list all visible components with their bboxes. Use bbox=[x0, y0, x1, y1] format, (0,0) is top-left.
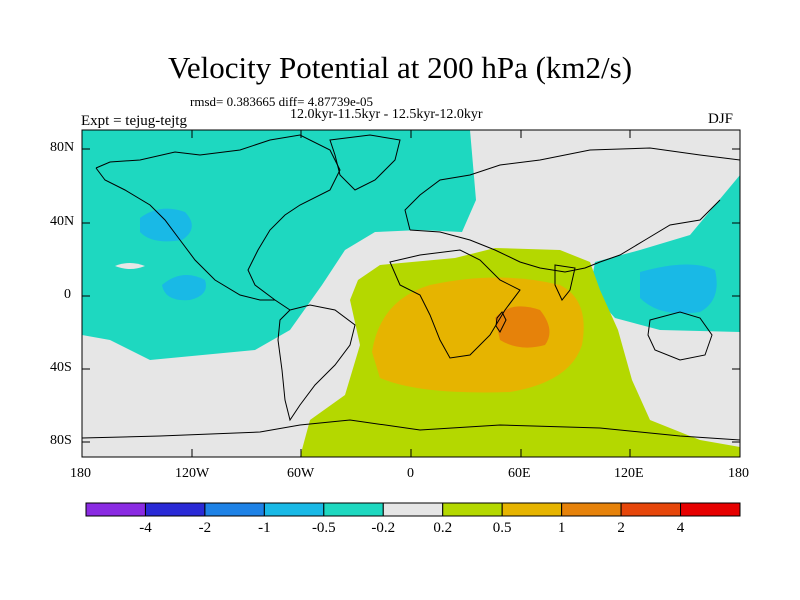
colorbar bbox=[85, 502, 741, 517]
lon-label-180e: 180 bbox=[728, 466, 749, 481]
colorbar-label-1: -2 bbox=[198, 520, 212, 536]
longitude-ticks bbox=[81, 130, 741, 457]
colorbar-box-8 bbox=[561, 502, 622, 517]
period-line: 12.0kyr-11.5kyr - 12.5kyr-12.0kyr bbox=[290, 107, 483, 122]
negative-anomaly-region-americas bbox=[82, 130, 476, 360]
colorbar-box-10 bbox=[680, 502, 741, 517]
positive-moderate-region-africa bbox=[372, 277, 584, 393]
lon-label-0: 0 bbox=[407, 466, 414, 481]
neutral-patch bbox=[115, 263, 145, 269]
colorbar-box-3 bbox=[263, 502, 325, 517]
colorbar-box-5 bbox=[382, 502, 444, 517]
stats-line: rmsd= 0.383665 diff= 4.87739e-05 bbox=[190, 94, 374, 109]
plot-title: Velocity Potential at 200 hPa (km2/s) bbox=[167, 50, 633, 85]
negative-moderate-region-pacific-north bbox=[140, 208, 192, 242]
colorbar-box-2 bbox=[204, 502, 265, 517]
negative-moderate-region-maritime bbox=[640, 264, 717, 314]
lon-label-60w: 60W bbox=[287, 466, 315, 481]
lon-label-120e: 120E bbox=[614, 466, 644, 481]
colorbar-label-8: 2 bbox=[617, 520, 625, 536]
lat-label-40s: 40S bbox=[50, 360, 72, 375]
latitude-ticks bbox=[82, 148, 740, 443]
colorbar-box-4 bbox=[323, 502, 384, 517]
season-label: DJF bbox=[708, 111, 734, 127]
colorbar-box-0 bbox=[85, 502, 146, 517]
colorbar-label-0: -4 bbox=[139, 520, 152, 536]
colorbar-label-3: -0.5 bbox=[311, 520, 336, 536]
colorbar-label-6: 0.5 bbox=[492, 520, 512, 536]
lat-label-80n: 80N bbox=[50, 140, 75, 155]
lat-label-80s: 80S bbox=[50, 433, 72, 448]
lat-label-0: 0 bbox=[64, 287, 71, 302]
colorbar-label-7: 1 bbox=[557, 520, 566, 536]
coastlines bbox=[82, 134, 740, 441]
lon-label-60e: 60E bbox=[508, 466, 531, 481]
colorbar-box-9 bbox=[620, 502, 682, 517]
colorbar-label-5: 0.2 bbox=[433, 520, 453, 536]
colorbar-label-4: -0.2 bbox=[371, 520, 396, 536]
colorbar-label-9: 4 bbox=[676, 520, 685, 536]
colorbar-box-6 bbox=[442, 502, 503, 517]
lon-label-180w: 180 bbox=[70, 466, 91, 481]
positive-strong-region-madagascar bbox=[495, 306, 550, 348]
experiment-label: Expt = tejug-tejtg bbox=[81, 113, 187, 129]
colorbar-box-1 bbox=[144, 502, 206, 517]
colorbar-label-2: -1 bbox=[258, 520, 271, 536]
lon-label-120w: 120W bbox=[175, 466, 210, 481]
colorbar-box-7 bbox=[501, 502, 563, 517]
negative-moderate-region-pacific-south bbox=[162, 275, 206, 301]
lat-label-40n: 40N bbox=[50, 214, 75, 229]
